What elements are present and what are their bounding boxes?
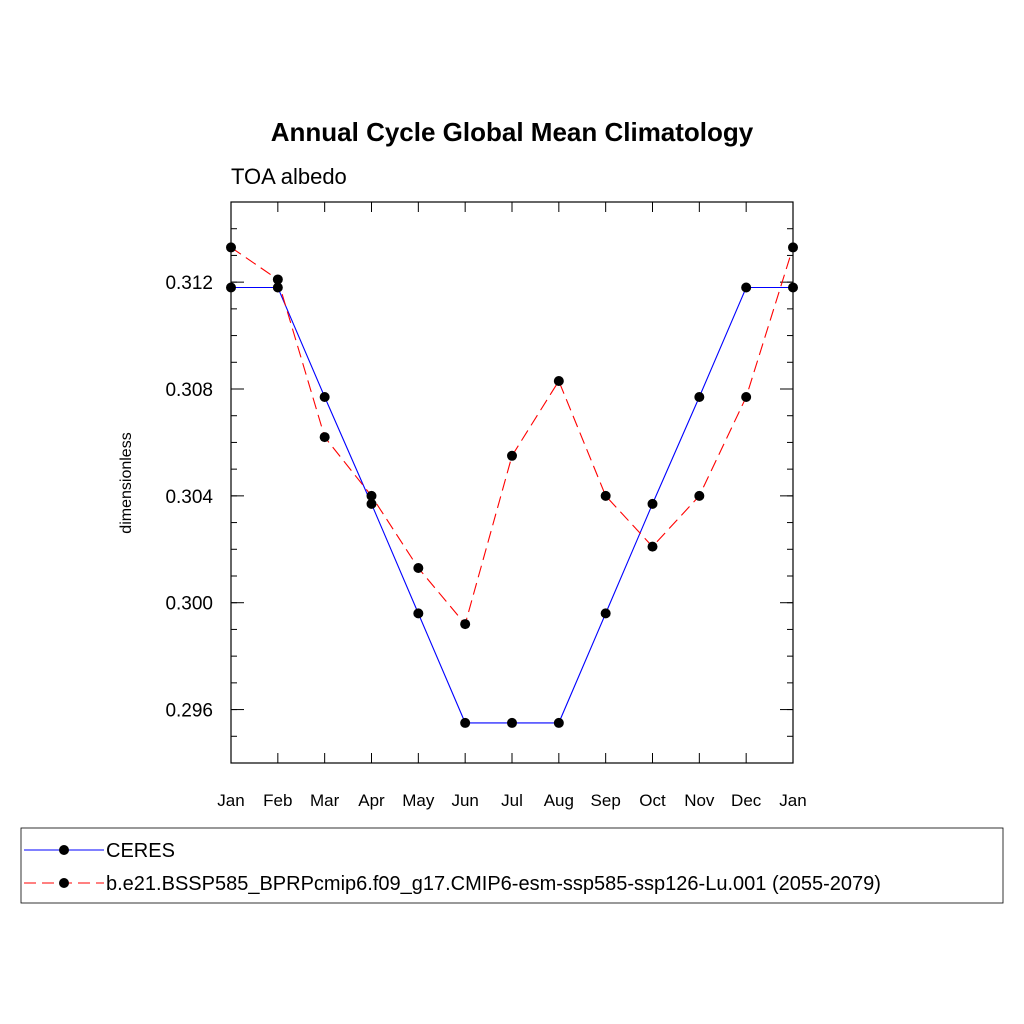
series-1-point xyxy=(366,490,377,501)
series-0-point xyxy=(507,717,517,728)
legend: CERES b.e21.BSSP585_BPRPcmip6.f09_g17.CM… xyxy=(20,827,1004,904)
series-1-point xyxy=(600,490,611,501)
x-tick-label: Jan xyxy=(217,791,244,810)
series-1-point xyxy=(507,450,517,461)
x-tick-label: Apr xyxy=(358,791,385,810)
legend-box xyxy=(20,827,1004,904)
x-tick-label: May xyxy=(402,791,435,810)
legend-label-ceres: CERES xyxy=(106,840,175,862)
x-tick-label: Jan xyxy=(779,791,806,810)
chart-subtitle: TOA albedo xyxy=(231,164,347,189)
series-1-point xyxy=(319,432,330,443)
series-0-point xyxy=(694,392,705,403)
series-1-point xyxy=(788,242,798,253)
series-0-point xyxy=(226,282,236,293)
series-0-point xyxy=(366,498,377,509)
series-0-point xyxy=(319,392,330,403)
series-1-point xyxy=(741,392,752,403)
series-0-point xyxy=(460,717,471,728)
x-tick-label: Mar xyxy=(310,791,340,810)
series-1-point xyxy=(553,375,564,386)
series-1-point xyxy=(694,490,705,501)
series-layer xyxy=(226,242,798,728)
series-0-point xyxy=(553,717,564,728)
series-0-point xyxy=(272,282,283,293)
series-line-1 xyxy=(230,246,794,626)
series-1-point xyxy=(226,242,236,253)
y-tick-label: 0.304 xyxy=(165,487,213,508)
legend-marker-ceres xyxy=(59,845,69,855)
x-tick-label: Sep xyxy=(591,791,621,810)
series-1-point xyxy=(647,541,658,552)
axis-ticks: Jan Feb Mar Apr May Jun Jul Aug Sep Oct Nov Dec Jan 0… xyxy=(165,201,807,810)
x-tick-label: Dec xyxy=(731,791,762,810)
series-0-point xyxy=(413,608,424,619)
series-0-point xyxy=(600,608,611,619)
series-line-0 xyxy=(231,286,793,724)
series-1-point xyxy=(272,274,283,285)
y-tick-label: 0.300 xyxy=(165,594,213,615)
x-tick-label: Feb xyxy=(263,791,292,810)
y-tick-label: 0.308 xyxy=(165,380,213,401)
series-1-point xyxy=(460,619,471,630)
legend-label-model: b.e21.BSSP585_BPRPcmip6.f09_g17.CMIP6-es… xyxy=(106,873,881,895)
y-tick-label: 0.296 xyxy=(165,701,213,722)
series-0-point xyxy=(741,282,752,293)
x-tick-label: Oct xyxy=(639,791,666,810)
x-tick-label: Nov xyxy=(684,791,715,810)
legend-marker-model xyxy=(59,878,69,888)
y-tick-label: 0.312 xyxy=(165,273,213,294)
y-axis-label: dimensionless xyxy=(118,432,135,533)
series-0-point xyxy=(647,498,658,509)
series-1-point xyxy=(413,562,424,573)
x-tick-label: Jun xyxy=(451,791,478,810)
x-tick-label: Jul xyxy=(501,791,523,810)
series-0-point xyxy=(788,282,798,293)
x-tick-label: Aug xyxy=(544,791,574,810)
chart-title: Annual Cycle Global Mean Climatology xyxy=(271,117,754,147)
plot-frame xyxy=(230,201,794,764)
